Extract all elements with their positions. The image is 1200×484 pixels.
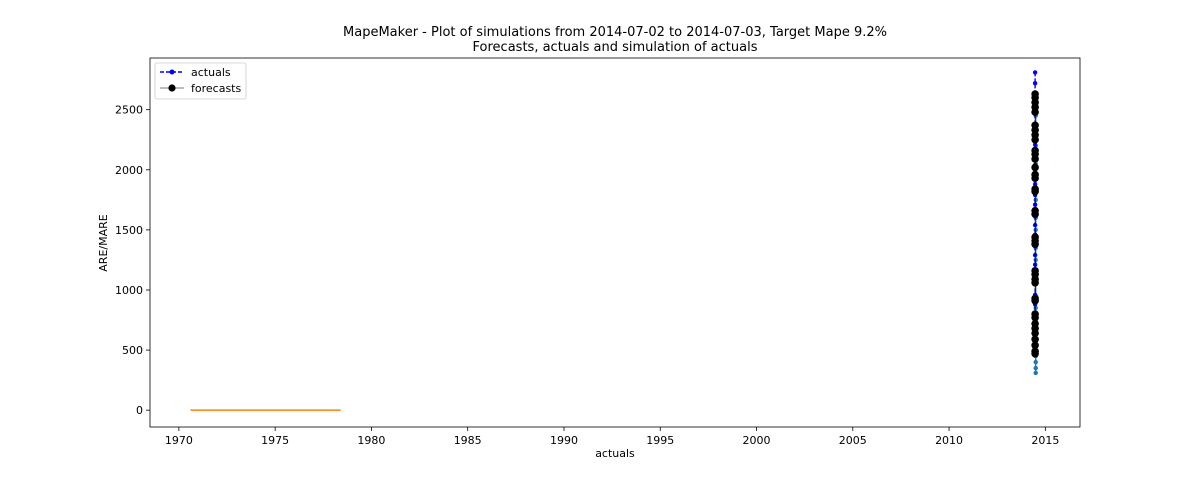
forecasts-point (1031, 349, 1039, 358)
x-tick-label: 2005 (839, 434, 867, 447)
forecasts-point (1031, 329, 1039, 338)
legend: actuals forecasts (154, 62, 247, 100)
y-tick-label: 500 (122, 344, 143, 357)
y-tick-label: 2500 (115, 104, 143, 117)
forecasts-point (1031, 135, 1039, 144)
legend-box (154, 62, 247, 100)
forecasts-point (1031, 174, 1039, 182)
legend-actuals-marker (169, 69, 175, 75)
forecasts-point (1031, 163, 1039, 172)
y-tick-label: 1500 (115, 224, 143, 237)
simulation-point (1033, 370, 1038, 376)
x-axis-label: actuals (595, 447, 635, 460)
forecasts-point (1031, 108, 1039, 116)
forecasts-point (1031, 155, 1039, 163)
axis-layer: 1970 1975 1980 1985 1990 1995 2000 2005 2010 2015… (115, 104, 1059, 447)
x-tick-label: 2010 (935, 434, 963, 447)
legend-forecasts-label: forecasts (191, 82, 241, 95)
y-tick-label: 0 (136, 404, 143, 417)
x-tick-label: 1980 (357, 434, 385, 447)
plot-frame (149, 57, 1081, 428)
x-tick-label: 1985 (454, 434, 482, 447)
forecasts-point (1031, 210, 1039, 219)
forecasts-point (1031, 296, 1039, 305)
actuals-point (1032, 81, 1038, 86)
simulation-point (1033, 365, 1038, 371)
y-axis-label: ARE/MARE (97, 214, 110, 271)
forecasts-point (1031, 240, 1039, 249)
x-tick-label: 1970 (165, 434, 193, 447)
y-tick-label: 2000 (115, 164, 143, 177)
series-layer (190, 70, 1039, 411)
plot-area (150, 58, 1080, 427)
legend-actuals-label: actuals (191, 66, 231, 79)
legend-forecasts-marker (168, 84, 176, 92)
simulation-point (1033, 359, 1038, 365)
x-tick-label: 2015 (1031, 434, 1059, 447)
chart-title-line1: MapeMaker - Plot of simulations from 201… (343, 25, 887, 40)
forecasts-point (1031, 187, 1039, 196)
x-tick-label: 1990 (550, 434, 578, 447)
y-tick-label: 1000 (115, 284, 143, 297)
actuals-point (1032, 70, 1038, 75)
x-tick-label: 2000 (743, 434, 771, 447)
forecasts-point (1031, 313, 1039, 322)
x-tick-label: 1975 (261, 434, 289, 447)
forecasts-point (1031, 335, 1039, 344)
chart-title-line2: Forecasts, actuals and simulation of act… (473, 40, 758, 55)
forecasts-point (1031, 341, 1039, 350)
x-tick-label: 1995 (646, 434, 674, 447)
forecasts-point (1031, 278, 1039, 287)
